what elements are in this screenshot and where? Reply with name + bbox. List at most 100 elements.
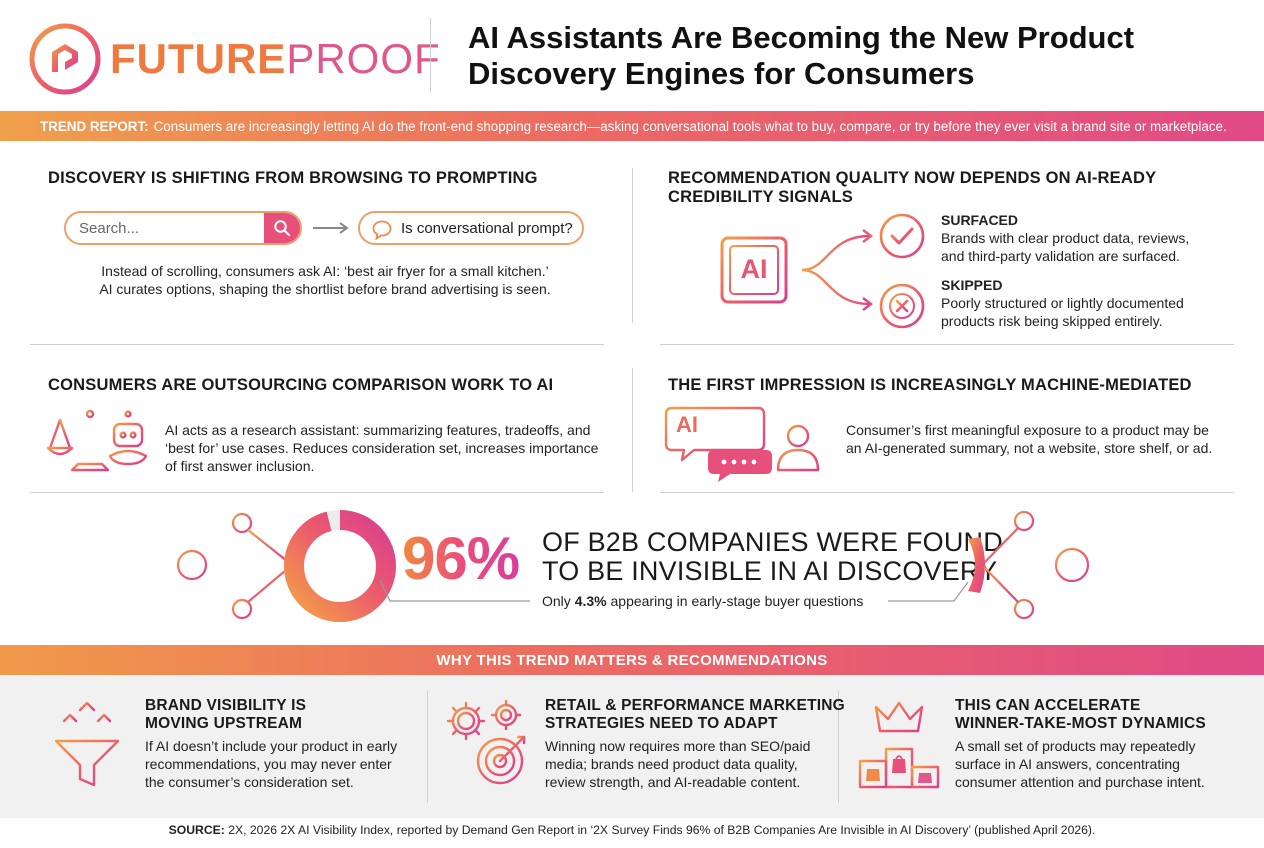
section-comparison-body-line2: ‘best for’ use cases. Reduces considerat… — [165, 440, 599, 456]
rec-item-marketing-title: RETAIL & PERFORMANCE MARKETING STRATEGIE… — [545, 697, 845, 733]
rec-item-marketing: RETAIL & PERFORMANCE MARKETING STRATEGIE… — [545, 697, 845, 791]
rec-item-visibility: BRAND VISIBILITY IS MOVING UPSTREAM If A… — [145, 697, 397, 791]
stat-headline-line2: TO BE INVISIBLE IN AI DISCOVERY — [542, 556, 998, 586]
rec-item-winner-body-line2: surface in AI answers, concentrating — [955, 756, 1180, 772]
grid-divider-right-1 — [660, 344, 1234, 345]
grid-divider-vertical-top — [632, 168, 633, 323]
section-discovery-body-line1: Instead of scrolling, consumers ask AI: … — [101, 263, 549, 279]
grid-divider-left-2 — [30, 492, 604, 493]
search-icon — [274, 220, 291, 237]
search-button[interactable] — [264, 213, 300, 243]
grid-divider-left-1 — [30, 344, 604, 345]
ai-chat-user-icon — [664, 406, 820, 482]
ai-chip-label: AI — [740, 254, 768, 284]
gears-target-icon — [446, 699, 526, 785]
rec-item-winner-title-line2: WINNER-TAKE-MOST DYNAMICS — [955, 715, 1206, 732]
search-input[interactable]: Search... — [79, 220, 140, 237]
chat-bubble-icon — [372, 220, 392, 241]
rec-item-visibility-body-line2: recommendations, you may never enter — [145, 756, 392, 772]
trend-banner-text: Consumers are increasingly letting AI do… — [153, 118, 1227, 134]
trend-banner-label: TREND REPORT: — [40, 118, 149, 134]
rec-item-visibility-title-line2: MOVING UPSTREAM — [145, 715, 303, 732]
stat-value: 96% — [402, 525, 520, 592]
page-title-line2: Discovery Engines for Consumers — [468, 56, 975, 91]
stat-subtext: Only 4.3% appearing in early-stage buyer… — [542, 592, 863, 610]
rec-item-visibility-body: If AI doesn’t include your product in ea… — [145, 737, 397, 791]
prompt-text: Is conversational prompt? — [401, 220, 573, 237]
section-credibility-title-line1: RECOMMENDATION QUALITY NOW DEPENDS ON AI… — [668, 169, 1157, 187]
stat-headline-line1: OF B2B COMPANIES WERE FOUND — [542, 527, 1003, 557]
trend-banner: TREND REPORT: Consumers are increasingly… — [0, 111, 1264, 141]
prompt-bubble: Is conversational prompt? — [358, 211, 584, 245]
skipped-title: SKIPPED — [941, 277, 1003, 293]
surfaced-title: SURFACED — [941, 212, 1019, 228]
section-comparison-body: AI acts as a research assistant: summari… — [165, 421, 598, 475]
scale-robot-icon — [46, 409, 152, 472]
section-first-impression-title: THE FIRST IMPRESSION IS INCREASINGLY MAC… — [668, 376, 1192, 394]
stat-donut-arc — [284, 510, 396, 622]
skipped-block: SKIPPED Poorly structured or lightly doc… — [941, 276, 1184, 330]
chat-ai-label: AI — [676, 412, 698, 437]
logo-future: FUTURE — [110, 35, 287, 82]
section-first-impression-body: Consumer’s first meaningful exposure to … — [846, 421, 1212, 457]
rec-item-marketing-body-line2: media; brands need product data quality, — [545, 756, 798, 772]
search-bar[interactable]: Search... — [64, 211, 302, 245]
rec-item-visibility-body-line1: If AI doesn’t include your product in ea… — [145, 738, 398, 754]
page-title: AI Assistants Are Becoming the New Produ… — [468, 20, 1134, 92]
surfaced-block: SURFACED Brands with clear product data,… — [941, 211, 1189, 265]
header: FUTUREPROOF AI Assistants Are Becoming t… — [0, 0, 1264, 108]
rec-item-winner: THIS CAN ACCELERATE WINNER-TAKE-MOST DYN… — [955, 697, 1206, 791]
stat-subtext-suffix: appearing in early-stage buyer questions — [606, 593, 864, 609]
rec-item-winner-title: THIS CAN ACCELERATE WINNER-TAKE-MOST DYN… — [955, 697, 1206, 733]
funnel-arrows-icon — [54, 701, 120, 787]
stat-subtext-prefix: Only — [542, 593, 575, 609]
recommendations-banner-title: WHY THIS TREND MATTERS & RECOMMENDATIONS — [436, 651, 828, 669]
stat-donut — [284, 510, 396, 622]
surfaced-line1: Brands with clear product data, reviews, — [941, 230, 1190, 246]
rec-item-marketing-body-line1: Winning now requires more than SEO/paid — [545, 738, 811, 754]
logo-proof: PROOF — [286, 35, 441, 82]
source-text: 2X, 2026 2X AI Visibility Index, reporte… — [224, 823, 1096, 837]
check-circle-icon — [879, 213, 925, 259]
page-title-line1: AI Assistants Are Becoming the New Produ… — [468, 20, 1135, 55]
branch-arrows-icon — [801, 229, 873, 311]
rec-item-winner-body-line3: consumer attention and purchase intent. — [955, 774, 1205, 790]
skipped-line2: products risk being skipped entirely. — [941, 313, 1163, 329]
stat-headline: OF B2B COMPANIES WERE FOUND TO BE INVISI… — [542, 528, 1003, 586]
logo-wordmark: FUTUREPROOF — [110, 36, 441, 82]
section-first-impression-body-line2: an AI-generated summary, not a website, … — [846, 440, 1213, 456]
rec-item-visibility-title-line1: BRAND VISIBILITY IS — [145, 697, 307, 714]
recommendations-panel: BRAND VISIBILITY IS MOVING UPSTREAM If A… — [0, 675, 1264, 818]
section-discovery-title: DISCOVERY IS SHIFTING FROM BROWSING TO P… — [48, 169, 538, 187]
x-circle-icon — [879, 283, 925, 329]
rec-item-winner-body-line1: A small set of products may repeatedly — [955, 738, 1196, 754]
recommendations-banner: WHY THIS TREND MATTERS & RECOMMENDATIONS — [0, 645, 1264, 675]
skipped-line1: Poorly structured or lightly documented — [941, 295, 1184, 311]
rec-item-marketing-title-line2: STRATEGIES NEED TO ADAPT — [545, 715, 778, 732]
grid-divider-vertical-middle — [632, 368, 633, 492]
section-comparison-title: CONSUMERS ARE OUTSOURCING COMPARISON WOR… — [48, 376, 554, 394]
rec-item-visibility-body-line3: the consumer’s consideration set. — [145, 774, 354, 790]
stat-subtext-value: 4.3% — [574, 593, 607, 609]
header-divider — [430, 18, 431, 92]
source-label: SOURCE: — [168, 823, 225, 837]
section-comparison-body-line1: AI acts as a research assistant: summari… — [165, 422, 591, 438]
rec-divider-2 — [838, 691, 839, 803]
rec-item-visibility-title: BRAND VISIBILITY IS MOVING UPSTREAM — [145, 697, 397, 733]
stat-callout-lines — [380, 579, 969, 602]
section-first-impression-body-line1: Consumer’s first meaningful exposure to … — [846, 422, 1209, 438]
section-discovery-body: Instead of scrolling, consumers ask AI: … — [60, 262, 590, 298]
ai-chip-icon — [708, 224, 800, 316]
network-right-icon — [968, 510, 1090, 620]
source-footer: SOURCE: 2X, 2026 2X AI Visibility Index,… — [0, 823, 1264, 837]
section-credibility-title: RECOMMENDATION QUALITY NOW DEPENDS ON AI… — [668, 169, 1156, 207]
section-credibility-title-line2: CREDIBILITY SIGNALS — [668, 188, 854, 206]
section-discovery-body-line2: AI curates options, shaping the shortlis… — [99, 281, 551, 297]
grid-divider-right-2 — [660, 492, 1234, 493]
surfaced-line2: and third-party validation are surfaced. — [941, 248, 1180, 264]
rec-item-marketing-body: Winning now requires more than SEO/paid … — [545, 737, 845, 791]
rec-item-marketing-title-line1: RETAIL & PERFORMANCE MARKETING — [545, 697, 845, 714]
rec-item-winner-title-line1: THIS CAN ACCELERATE — [955, 697, 1141, 714]
arrow-right-icon — [313, 222, 349, 234]
futureproof-logo-icon — [29, 23, 101, 95]
